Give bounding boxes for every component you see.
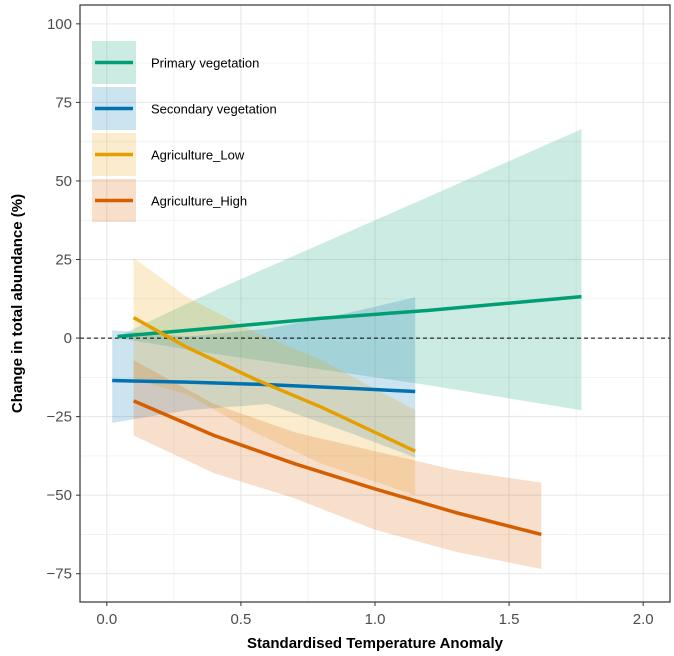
- legend-label: Agriculture_Low: [151, 148, 245, 163]
- ribbon-series-0: [117, 129, 582, 411]
- y-tick-label: 0: [64, 330, 72, 347]
- legend-item-0: Primary vegetation: [92, 41, 259, 84]
- legend-item-3: Agriculture_High: [92, 179, 247, 222]
- legend-item-1: Secondary vegetation: [92, 87, 277, 130]
- series-line-2: [132, 316, 416, 453]
- y-tick-label: −25: [47, 409, 72, 426]
- legend-item-2: Agriculture_Low: [92, 133, 245, 176]
- x-tick-label: 2.0: [633, 611, 654, 628]
- legend-label: Agriculture_High: [151, 194, 247, 209]
- x-axis-title: Standardised Temperature Anomaly: [247, 635, 504, 652]
- series-line-3: [132, 399, 542, 537]
- legend-label: Primary vegetation: [151, 56, 259, 71]
- ribbon-series-2: [133, 257, 416, 496]
- ribbon-series-3: [133, 360, 542, 569]
- y-tick-label: −50: [47, 487, 72, 504]
- x-tick-label: 1.5: [499, 611, 520, 628]
- legend: Primary vegetation Secondary vegetation Ag…: [92, 41, 277, 222]
- series-line-0: [117, 294, 582, 339]
- axis-ticks: −75 −50 −25 0 25 50 75 100 0.0 0.5 1.0 1.5 2.0: [47, 16, 654, 628]
- y-tick-label: 50: [55, 173, 72, 190]
- y-tick-label: 25: [55, 252, 72, 269]
- x-tick-label: 0.0: [96, 611, 117, 628]
- y-tick-label: 100: [47, 16, 72, 33]
- legend-label: Secondary vegetation: [151, 102, 277, 117]
- y-tick-label: −75: [47, 566, 72, 583]
- x-tick-label: 1.0: [365, 611, 386, 628]
- y-tick-label: 75: [55, 94, 72, 111]
- y-axis-title: Change in total abundance (%): [9, 194, 26, 413]
- series-lines: [112, 294, 582, 537]
- x-tick-label: 0.5: [230, 611, 251, 628]
